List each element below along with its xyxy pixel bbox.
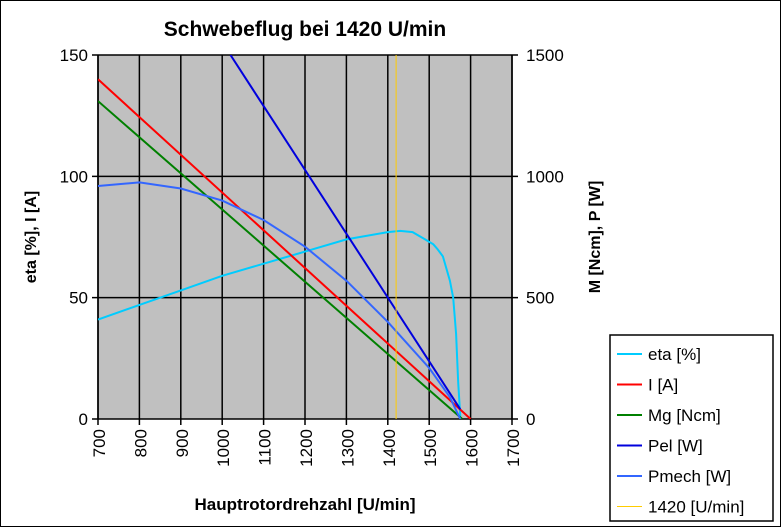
series-line-i-a: [98, 78, 472, 419]
legend-label: Pmech [W]: [648, 467, 731, 486]
x-tick-label: 1000: [214, 429, 233, 467]
legend-label: 1420 [U/min]: [648, 498, 744, 517]
x-tick-label: 1700: [504, 429, 523, 467]
x-tick-label: 1400: [380, 429, 399, 467]
x-tick-label: 1200: [297, 429, 316, 467]
y2-tick-label: 1500: [526, 46, 564, 65]
legend-label: Pel [W]: [648, 437, 703, 456]
series-line-eta: [98, 229, 462, 417]
x-tick-label: 1300: [338, 429, 357, 467]
chart-title: Schwebeflug bei 1420 U/min: [164, 18, 446, 41]
x-tick-label: 1500: [421, 429, 440, 467]
y-axis-label: eta [%], I [A]: [23, 191, 40, 283]
y2-tick-label: 500: [526, 289, 554, 308]
x-tick-label: 700: [90, 429, 109, 457]
x-tick-label: 800: [131, 429, 150, 457]
y2-tick-label: 0: [526, 410, 535, 429]
y-tick-label: 100: [60, 167, 88, 186]
legend: eta [%] I [A] Mg [Ncm] Pel [W] Pmech [W] 1420…: [609, 334, 774, 522]
legend-box: [609, 334, 774, 522]
legend-label: I [A]: [648, 376, 678, 395]
y-tick-label: 0: [79, 410, 88, 429]
x-tick-label: 1100: [256, 429, 275, 466]
legend-label: eta [%]: [648, 345, 701, 364]
y-tick-label: 50: [69, 289, 88, 308]
x-tick-label: 900: [173, 429, 192, 457]
x-tick-label: 1600: [463, 429, 482, 467]
series-line-pel-w: [229, 55, 462, 410]
legend-label: Mg [Ncm]: [648, 406, 721, 425]
y-tick-label: 150: [60, 46, 88, 65]
x-axis-label: Hauptrotordrehzahl [U/min]: [195, 495, 416, 514]
y2-axis-label: M [Ncm], P [W]: [587, 181, 604, 294]
y2-tick-label: 1000: [526, 167, 564, 186]
series-line-pmech-w: [98, 181, 462, 419]
series-line-mg-ncm: [98, 100, 463, 419]
